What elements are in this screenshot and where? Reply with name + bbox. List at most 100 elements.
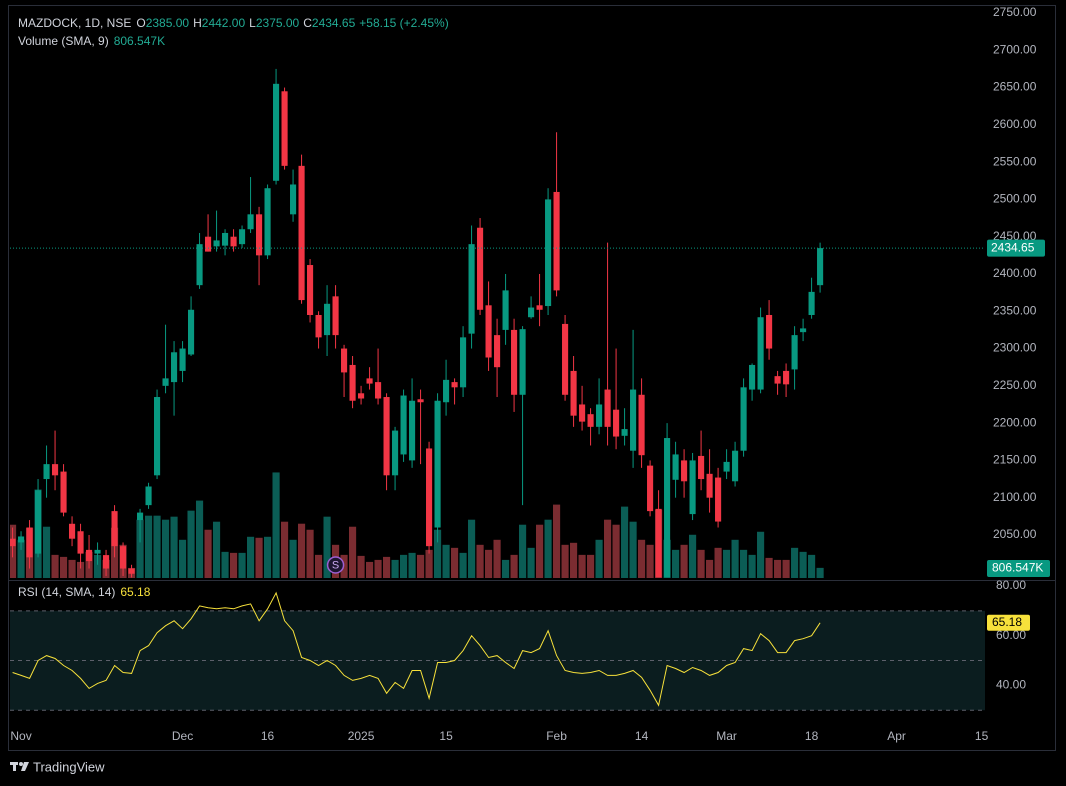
- candle-body: [638, 394, 645, 456]
- volume-bar: [272, 472, 280, 578]
- volume-bar: [570, 542, 578, 578]
- candle-body: [443, 379, 450, 403]
- y-tick-label: 2300.00: [993, 341, 1037, 355]
- candle-body: [324, 303, 331, 336]
- candle-body: [409, 400, 416, 461]
- candle-body: [68, 523, 76, 539]
- volume-bar: [400, 554, 408, 578]
- volume-bar: [246, 536, 255, 578]
- candle-body: [630, 389, 637, 451]
- volume-bar: [195, 500, 204, 578]
- volume-bar: [587, 554, 595, 578]
- candle-body: [111, 511, 118, 547]
- volume-bar: [468, 519, 476, 578]
- candle-body: [119, 546, 127, 569]
- volume-bar: [502, 559, 510, 578]
- candle-body: [706, 473, 713, 498]
- candle-body: [715, 477, 722, 522]
- volume-bar: [323, 516, 331, 578]
- volume-bar: [263, 536, 272, 578]
- volume-bar: [17, 539, 25, 578]
- volume-bar: [59, 556, 68, 578]
- volume-bar: [434, 529, 442, 578]
- candle-body: [136, 512, 144, 521]
- volume-bar: [348, 526, 357, 578]
- y-tick-label: 2050.00: [993, 527, 1037, 541]
- candle-body: [10, 538, 16, 547]
- volume-bar: [748, 554, 756, 578]
- y-tick-label: 2550.00: [993, 154, 1037, 168]
- rsi-tag-label: 65.18: [992, 615, 1022, 629]
- volume-bar: [289, 539, 297, 578]
- candle-body: [553, 191, 560, 291]
- volume-bar: [178, 539, 187, 578]
- volume-bar: [782, 559, 790, 578]
- volume-bar: [425, 549, 433, 578]
- volume-bar: [493, 539, 501, 578]
- rsi-value: 65.18: [120, 585, 150, 599]
- candle-body: [375, 382, 382, 399]
- candle-body: [655, 508, 662, 578]
- candle-body: [791, 335, 798, 370]
- volume-bar: [714, 547, 722, 578]
- volume-bar: [706, 559, 714, 578]
- x-tick-label: 16: [261, 729, 275, 743]
- volume-bar: [595, 539, 603, 578]
- candle-body: [17, 536, 25, 543]
- volume-legend: Volume (SMA, 9) 806.547K: [18, 34, 165, 48]
- y-tick-label: 2650.00: [993, 80, 1037, 94]
- candle-body: [179, 348, 186, 371]
- volume-bar: [238, 552, 246, 578]
- x-tick-label: Dec: [172, 729, 193, 743]
- volume-bar: [731, 539, 739, 578]
- y-tick-label: 2200.00: [993, 415, 1037, 429]
- y-tick-label: 2700.00: [993, 42, 1037, 56]
- volume-bar: [374, 559, 382, 578]
- candle-body: [723, 461, 730, 472]
- volume-bar: [442, 544, 450, 578]
- x-tick-label: Mar: [716, 729, 737, 743]
- candle-body: [502, 290, 509, 330]
- candle-body: [749, 364, 756, 390]
- candle-body: [400, 395, 407, 455]
- candle-body: [26, 527, 33, 558]
- y-tick-label: 2100.00: [993, 490, 1037, 504]
- volume-tag-label: 806.547K: [992, 561, 1043, 575]
- volume-bar: [417, 554, 425, 578]
- candle-body: [349, 364, 356, 401]
- volume-bar: [621, 506, 629, 578]
- volume-bar: [689, 534, 697, 578]
- x-tick-label: Apr: [887, 729, 906, 743]
- volume-bar: [561, 544, 569, 578]
- volume-bar: [672, 549, 680, 578]
- candle-body: [613, 409, 620, 437]
- volume-bar: [161, 519, 170, 578]
- volume-bar: [212, 521, 221, 578]
- volume-bar: [544, 519, 552, 578]
- volume-bar: [459, 552, 467, 578]
- candle-body: [392, 430, 399, 476]
- volume-bar: [365, 561, 374, 578]
- volume-bar: [765, 557, 773, 578]
- candle-body: [808, 291, 815, 315]
- volume-bar: [204, 529, 212, 578]
- candle-body: [281, 91, 288, 166]
- volume-bar: [604, 519, 612, 578]
- candle-body: [239, 229, 246, 245]
- volume-bar: [93, 554, 102, 578]
- candle-body: [800, 328, 807, 333]
- volume-bar: [451, 547, 459, 578]
- last-price-tag: [987, 239, 1045, 257]
- volume-bar: [816, 567, 824, 578]
- candle-body: [485, 305, 492, 358]
- volume-bar: [144, 515, 153, 578]
- ohlc-key: H: [193, 16, 202, 30]
- volume-bar: [527, 547, 535, 578]
- volume-bar: [42, 526, 51, 578]
- volume-bar: [553, 504, 561, 578]
- rsi-name: RSI (14, SMA, 14): [18, 585, 115, 599]
- y-tick-label: 2250.00: [993, 378, 1037, 392]
- candle-body: [170, 352, 178, 383]
- y-tick-label: 2350.00: [993, 303, 1037, 317]
